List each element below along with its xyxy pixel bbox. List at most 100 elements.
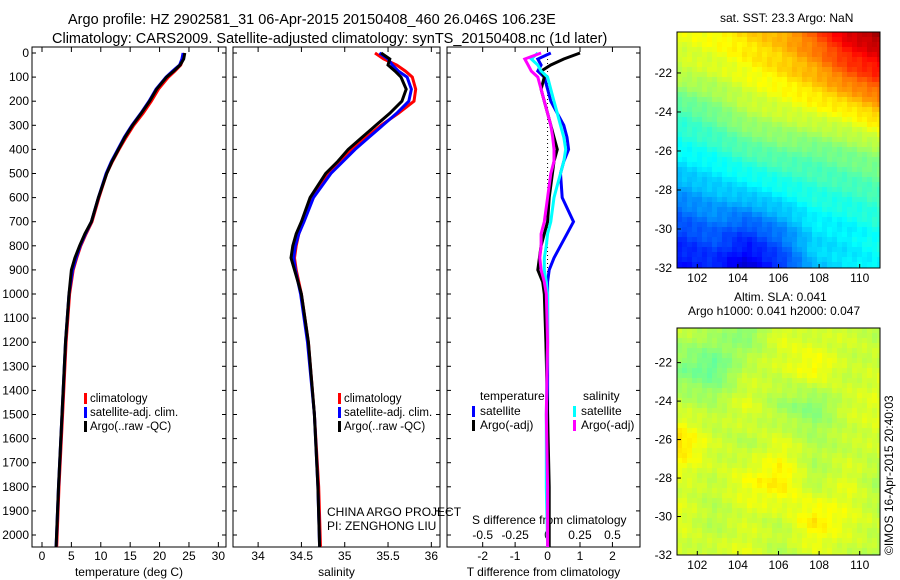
heatmap-cell <box>847 62 852 67</box>
heatmap-cell <box>737 92 742 97</box>
heatmap-cell <box>782 62 787 67</box>
heatmap-cell <box>767 333 772 338</box>
heatmap-cell <box>847 368 852 373</box>
heatmap-cell <box>762 132 767 137</box>
heatmap-cell <box>857 343 862 348</box>
heatmap-cell <box>837 408 842 413</box>
heatmap-cell <box>802 543 807 548</box>
heatmap-cell <box>807 172 812 177</box>
heatmap-cell <box>792 473 797 478</box>
heatmap-cell <box>872 418 877 423</box>
heatmap-cell <box>817 348 822 353</box>
heatmap-cell <box>817 363 822 368</box>
heatmap-cell <box>832 343 837 348</box>
heatmap-cell <box>802 182 807 187</box>
heatmap-cell <box>697 137 702 142</box>
heatmap-cell <box>787 57 792 62</box>
heatmap-cell <box>872 222 877 227</box>
heatmap-cell <box>877 338 880 343</box>
heatmap-cell <box>692 353 697 358</box>
heatmap-cell <box>807 373 812 378</box>
heatmap-cell <box>857 157 862 162</box>
heatmap-cell <box>807 202 812 207</box>
heatmap-cell <box>757 87 762 92</box>
heatmap-cell <box>732 428 737 433</box>
heatmap-cell <box>682 383 687 388</box>
heatmap-cell <box>837 413 842 418</box>
heatmap-cell <box>742 473 747 478</box>
heatmap-cell <box>722 77 727 82</box>
heatmap-cell <box>822 242 827 247</box>
heatmap-cell <box>852 247 857 252</box>
heatmap-cell <box>777 393 782 398</box>
y-tick-label: 900 <box>9 263 29 277</box>
heatmap-cell <box>752 353 757 358</box>
heatmap-cell <box>812 373 817 378</box>
heatmap-cell <box>782 87 787 92</box>
heatmap-cell <box>692 137 697 142</box>
heatmap-cell <box>692 107 697 112</box>
heatmap-cell <box>687 343 692 348</box>
heatmap-cell <box>812 197 817 202</box>
heatmap-cell <box>877 393 880 398</box>
heatmap-cell <box>722 237 727 242</box>
heatmap-cell <box>852 513 857 518</box>
heatmap-cell <box>852 172 857 177</box>
heatmap-cell <box>867 488 872 493</box>
heatmap-cell <box>702 107 707 112</box>
heatmap-cell <box>722 513 727 518</box>
heatmap-cell <box>792 353 797 358</box>
heatmap-cell <box>797 383 802 388</box>
heatmap-cell <box>742 92 747 97</box>
heatmap-cell <box>762 468 767 473</box>
heatmap-cell <box>807 358 812 363</box>
heatmap-cell <box>732 112 737 117</box>
heatmap-cell <box>747 518 752 523</box>
heatmap-cell <box>817 343 822 348</box>
heatmap-cell <box>857 458 862 463</box>
heatmap-cell <box>697 217 702 222</box>
heatmap-cell <box>817 72 822 77</box>
heatmap-cell <box>757 97 762 102</box>
heatmap-cell <box>707 182 712 187</box>
legend-swatch <box>84 393 87 404</box>
heatmap-cell <box>817 378 822 383</box>
heatmap-cell <box>852 518 857 523</box>
heatmap-cell <box>827 57 832 62</box>
heatmap-cell <box>697 403 702 408</box>
heatmap-cell <box>877 333 880 338</box>
heatmap-cell <box>827 418 832 423</box>
heatmap-cell <box>852 107 857 112</box>
heatmap-cell <box>787 423 792 428</box>
heatmap-cell <box>792 262 797 267</box>
heatmap-cell <box>737 72 742 77</box>
heatmap-cell <box>687 358 692 363</box>
heatmap-cell <box>682 112 687 117</box>
heatmap-cell <box>862 202 867 207</box>
heatmap-cell <box>767 87 772 92</box>
heatmap-cell <box>782 478 787 483</box>
heatmap-cell <box>757 42 762 47</box>
heatmap-cell <box>812 553 817 555</box>
heatmap-cell <box>787 227 792 232</box>
heatmap-cell <box>677 543 682 548</box>
heatmap-cell <box>852 488 857 493</box>
heatmap-cell <box>867 252 872 257</box>
heatmap-cell <box>872 152 877 157</box>
heatmap-cell <box>687 548 692 553</box>
heatmap-cell <box>802 192 807 197</box>
heatmap-cell <box>787 333 792 338</box>
heatmap-cell <box>742 488 747 493</box>
heatmap-cell <box>682 488 687 493</box>
heatmap-cell <box>792 202 797 207</box>
heatmap-cell <box>762 548 767 553</box>
heatmap-cell <box>747 122 752 127</box>
heatmap-cell <box>792 112 797 117</box>
heatmap-cell <box>752 252 757 257</box>
heatmap-cell <box>817 498 822 503</box>
heatmap-cell <box>832 348 837 353</box>
heatmap-cell <box>867 348 872 353</box>
heatmap-cell <box>822 252 827 257</box>
heatmap-cell <box>727 333 732 338</box>
heatmap-cell <box>677 398 682 403</box>
